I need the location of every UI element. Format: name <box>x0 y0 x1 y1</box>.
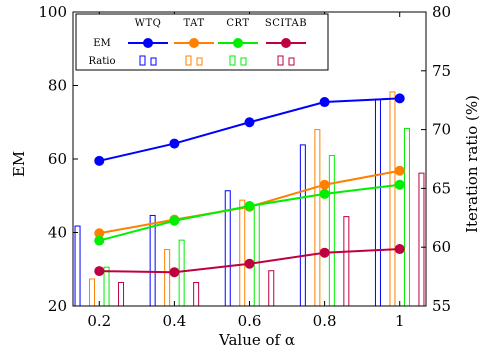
y-left-tick-label: 60 <box>48 150 67 168</box>
legend-ratio-bar-scitab <box>277 55 284 66</box>
x-tick-label: 1 <box>395 312 405 330</box>
legend-ratio-bar-tat <box>185 55 192 66</box>
ratio-bar-tat-2 <box>239 199 246 307</box>
legend-row-label-em: EM <box>93 38 111 49</box>
y-right-tick-label: 75 <box>432 62 451 80</box>
legend-em-marker-crt <box>233 38 243 48</box>
y-axis-right-label: Iteration ratio (%) <box>463 95 481 233</box>
legend-ratio-bar-wtq <box>139 55 146 66</box>
y-left-tick-label: 100 <box>38 3 67 21</box>
em-point-scitab-1 <box>169 267 180 278</box>
legend-ratio-bar-crt <box>240 57 247 66</box>
legend-ratio-bar-crt <box>229 55 236 66</box>
legend-ratio-bar-tat <box>196 57 203 66</box>
em-point-crt-0 <box>94 235 105 246</box>
ratio-bar-tat-0 <box>89 278 96 307</box>
y-right-tick-label: 55 <box>432 297 451 315</box>
legend: EM Ratio WTQ TAT CRT SCITAB <box>75 13 329 71</box>
ratio-bar-scitab-4 <box>418 172 425 307</box>
ratio-bar-scitab-3 <box>343 216 350 307</box>
y-right-tick-label: 60 <box>432 238 451 256</box>
ratio-bar-wtq-3 <box>299 144 306 307</box>
ratio-bar-wtq-0 <box>74 225 81 307</box>
y-axis-left-label: EM <box>10 151 28 177</box>
legend-row-label-ratio: Ratio <box>89 56 116 67</box>
ratio-bar-crt-4 <box>403 127 410 307</box>
em-point-crt-3 <box>319 188 330 199</box>
ratio-bar-tat-1 <box>164 249 171 307</box>
legend-em-marker-wtq <box>143 38 153 48</box>
em-point-scitab-0 <box>94 266 105 277</box>
y-left-tick-label: 40 <box>48 224 67 242</box>
y-right-tick-label: 65 <box>432 179 451 197</box>
em-point-scitab-4 <box>394 244 405 255</box>
legend-column-crt: CRT <box>226 18 249 29</box>
ratio-bar-crt-1 <box>178 239 185 307</box>
em-point-tat-0 <box>94 228 105 239</box>
ratio-bar-tat-4 <box>389 91 396 307</box>
em-point-wtq-3 <box>319 97 330 108</box>
em-lines <box>94 93 405 278</box>
ratio-bar-scitab-2 <box>268 270 275 307</box>
ratio-bar-wtq-4 <box>374 98 381 307</box>
legend-column-wtq: WTQ <box>135 18 162 29</box>
em-point-wtq-0 <box>94 155 105 166</box>
em-point-tat-3 <box>319 179 330 190</box>
ratio-bar-wtq-2 <box>224 190 231 307</box>
em-point-scitab-3 <box>319 247 330 258</box>
em-point-tat-4 <box>394 165 405 176</box>
em-line-crt <box>99 183 400 242</box>
x-tick-label: 0.2 <box>87 312 111 330</box>
ratio-bar-crt-0 <box>103 266 110 307</box>
x-tick-label: 0.4 <box>162 312 186 330</box>
legend-ratio-bar-scitab <box>288 57 295 66</box>
em-point-wtq-4 <box>394 93 405 104</box>
y-left-tick-label: 80 <box>48 77 67 95</box>
em-point-wtq-1 <box>169 138 180 149</box>
em-line-wtq <box>99 97 400 162</box>
ratio-bar-crt-3 <box>328 154 335 307</box>
legend-em-marker-scitab <box>281 38 291 48</box>
y-right-tick-label: 70 <box>432 121 451 139</box>
legend-column-tat: TAT <box>184 18 205 29</box>
ratio-bar-scitab-0 <box>118 281 125 307</box>
y-right-tick-label: 80 <box>432 3 451 21</box>
em-point-crt-4 <box>394 179 405 190</box>
ratio-bar-wtq-1 <box>149 214 156 307</box>
x-axis-label: Value of α <box>218 331 295 349</box>
em-point-crt-2 <box>244 201 255 212</box>
x-tick-label: 0.6 <box>238 312 262 330</box>
y-left-tick-label: 20 <box>48 297 67 315</box>
em-point-wtq-2 <box>244 117 255 128</box>
axis-ticks: 0.2 0.4 0.6 0.8 1 20 40 60 80 100 55 60 65 70 75 80 <box>38 3 451 330</box>
ratio-bar-tat-3 <box>314 129 321 307</box>
legend-ratio-bar-wtq <box>150 57 157 66</box>
em-point-scitab-2 <box>244 258 255 269</box>
em-point-crt-1 <box>169 215 180 226</box>
ratio-bar-scitab-1 <box>193 281 200 307</box>
legend-column-scitab: SCITAB <box>265 18 307 29</box>
legend-em-marker-tat <box>189 38 199 48</box>
ratio-bar-crt-2 <box>253 204 260 307</box>
x-tick-label: 0.8 <box>313 312 337 330</box>
